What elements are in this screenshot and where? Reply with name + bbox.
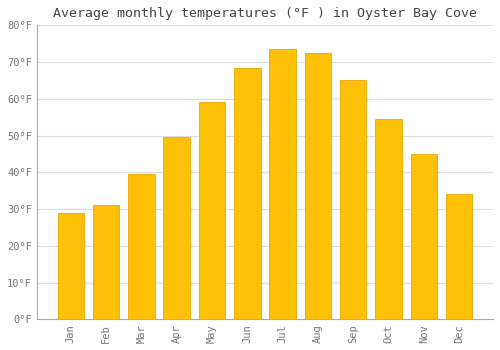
Bar [58,213,84,320]
Bar [340,80,366,320]
Bar [375,119,402,320]
Bar [446,194,472,320]
Title: Average monthly temperatures (°F ) in Oyster Bay Cove: Average monthly temperatures (°F ) in Oy… [53,7,477,20]
Bar [304,53,331,320]
Bar [270,49,296,320]
Bar [198,103,225,320]
Bar [410,154,437,320]
Bar [234,68,260,320]
Bar [164,138,190,320]
Bar [128,174,154,320]
Bar [93,205,120,320]
